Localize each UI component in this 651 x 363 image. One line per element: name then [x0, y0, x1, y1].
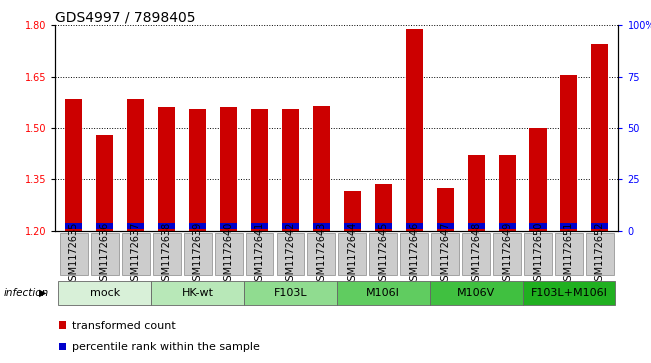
- FancyBboxPatch shape: [431, 233, 459, 275]
- Bar: [467, 155, 484, 231]
- Bar: [561, 223, 577, 229]
- Text: GDS4997 / 7898405: GDS4997 / 7898405: [55, 11, 196, 25]
- FancyBboxPatch shape: [337, 281, 430, 305]
- Text: percentile rank within the sample: percentile rank within the sample: [72, 342, 260, 352]
- FancyBboxPatch shape: [400, 233, 428, 275]
- FancyBboxPatch shape: [555, 233, 583, 275]
- FancyBboxPatch shape: [524, 233, 552, 275]
- Text: GSM1172637: GSM1172637: [131, 221, 141, 287]
- FancyBboxPatch shape: [277, 233, 305, 275]
- Bar: [65, 223, 83, 229]
- FancyBboxPatch shape: [245, 233, 273, 275]
- Bar: [529, 223, 546, 229]
- FancyBboxPatch shape: [59, 281, 151, 305]
- FancyBboxPatch shape: [60, 233, 88, 275]
- Text: F103L: F103L: [273, 288, 307, 298]
- Bar: [220, 223, 237, 229]
- Bar: [282, 223, 299, 229]
- Text: GSM1172635: GSM1172635: [69, 221, 79, 287]
- Bar: [128, 223, 145, 229]
- Text: transformed count: transformed count: [72, 321, 175, 331]
- FancyBboxPatch shape: [215, 233, 243, 275]
- FancyBboxPatch shape: [369, 233, 397, 275]
- Bar: [406, 29, 422, 231]
- Bar: [313, 223, 330, 229]
- Text: ▶: ▶: [39, 288, 47, 298]
- Text: GSM1172638: GSM1172638: [161, 221, 172, 287]
- Text: GSM1172643: GSM1172643: [316, 221, 326, 287]
- Bar: [158, 223, 175, 229]
- Text: GSM1172648: GSM1172648: [471, 221, 481, 287]
- Bar: [375, 184, 392, 231]
- Text: GSM1172647: GSM1172647: [440, 221, 450, 287]
- Bar: [499, 155, 516, 231]
- Bar: [437, 188, 454, 231]
- Text: GSM1172646: GSM1172646: [409, 221, 419, 287]
- Bar: [220, 107, 237, 231]
- Text: GSM1172650: GSM1172650: [533, 221, 543, 287]
- Bar: [189, 223, 206, 229]
- Bar: [96, 135, 113, 231]
- Bar: [189, 109, 206, 231]
- Bar: [158, 107, 175, 231]
- FancyBboxPatch shape: [307, 233, 335, 275]
- Bar: [375, 223, 392, 229]
- Bar: [344, 191, 361, 231]
- Bar: [96, 223, 113, 229]
- Text: HK-wt: HK-wt: [182, 288, 214, 298]
- Bar: [406, 223, 422, 229]
- Text: GSM1172651: GSM1172651: [564, 221, 574, 287]
- FancyBboxPatch shape: [586, 233, 614, 275]
- FancyBboxPatch shape: [184, 233, 212, 275]
- Bar: [467, 223, 484, 229]
- FancyBboxPatch shape: [430, 281, 523, 305]
- Text: mock: mock: [90, 288, 120, 298]
- FancyBboxPatch shape: [339, 233, 367, 275]
- Text: GSM1172636: GSM1172636: [100, 221, 110, 287]
- FancyBboxPatch shape: [523, 281, 615, 305]
- Text: F103L+M106I: F103L+M106I: [531, 288, 607, 298]
- Bar: [128, 99, 145, 231]
- Bar: [282, 109, 299, 231]
- Text: M106V: M106V: [457, 288, 495, 298]
- Text: GSM1172644: GSM1172644: [348, 221, 357, 287]
- Bar: [561, 75, 577, 231]
- Text: infection: infection: [3, 288, 49, 298]
- Bar: [313, 106, 330, 231]
- Bar: [499, 223, 516, 229]
- Text: GSM1172640: GSM1172640: [223, 221, 234, 287]
- Bar: [591, 44, 609, 231]
- Bar: [591, 223, 609, 229]
- Text: GSM1172641: GSM1172641: [255, 221, 264, 287]
- Bar: [65, 99, 83, 231]
- FancyBboxPatch shape: [462, 233, 490, 275]
- Text: GSM1172642: GSM1172642: [286, 221, 296, 287]
- FancyBboxPatch shape: [244, 281, 337, 305]
- Bar: [251, 109, 268, 231]
- FancyBboxPatch shape: [153, 233, 180, 275]
- FancyBboxPatch shape: [91, 233, 118, 275]
- Text: M106I: M106I: [367, 288, 400, 298]
- Text: GSM1172639: GSM1172639: [193, 221, 202, 287]
- FancyBboxPatch shape: [493, 233, 521, 275]
- Bar: [251, 223, 268, 229]
- Text: GSM1172652: GSM1172652: [595, 221, 605, 287]
- Text: GSM1172645: GSM1172645: [378, 221, 388, 287]
- Bar: [344, 223, 361, 229]
- FancyBboxPatch shape: [122, 233, 150, 275]
- FancyBboxPatch shape: [151, 281, 244, 305]
- Bar: [529, 128, 546, 231]
- Text: GSM1172649: GSM1172649: [502, 221, 512, 287]
- Bar: [437, 223, 454, 229]
